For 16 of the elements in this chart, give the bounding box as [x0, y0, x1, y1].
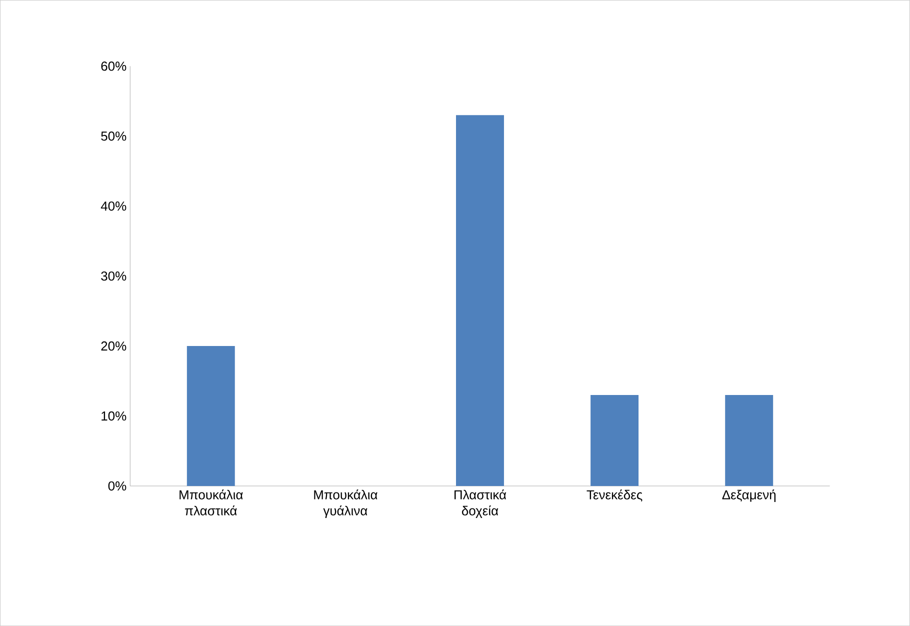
y-tick-label: 0%	[108, 481, 126, 491]
bar	[186, 346, 235, 486]
x-tick-label: Δεξαμενή	[722, 489, 776, 502]
bar	[725, 394, 774, 486]
x-tick-label: Τενεκέδες	[586, 489, 642, 502]
bar	[456, 115, 504, 486]
y-tick-label: 60%	[101, 62, 126, 71]
x-tick-label: Πλαστικά δοχεία	[454, 489, 506, 518]
x-tick-label: Μπουκάλια γυάλινα	[314, 489, 378, 518]
y-tick-label: 30%	[101, 271, 126, 281]
y-tick-label: 40%	[100, 201, 126, 211]
x-tick-label: Μπουκάλια πλαστικά	[180, 489, 243, 516]
y-tick-label: 10%	[102, 411, 126, 421]
y-tick-label: 50%	[101, 131, 126, 141]
y-tick-label: 20%	[101, 341, 126, 351]
bar	[590, 394, 639, 486]
